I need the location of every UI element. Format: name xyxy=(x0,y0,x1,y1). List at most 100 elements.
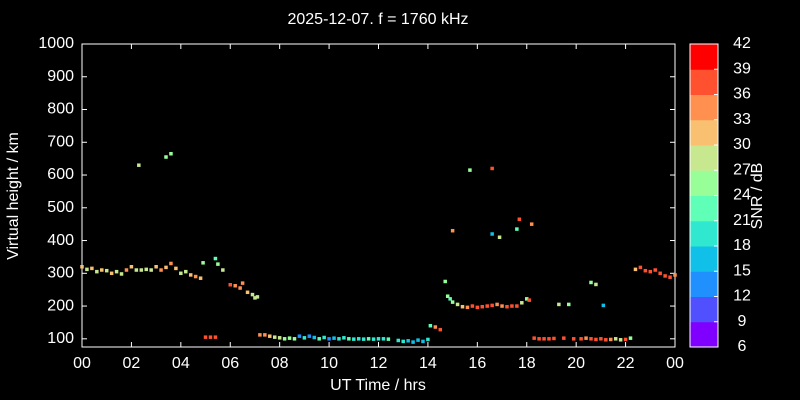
point xyxy=(287,336,292,340)
point xyxy=(85,267,89,272)
point xyxy=(406,339,410,343)
point xyxy=(594,337,598,342)
point xyxy=(515,227,519,231)
point xyxy=(129,264,134,269)
point xyxy=(495,302,499,307)
point xyxy=(443,279,447,284)
point xyxy=(673,273,677,277)
x-tick-label: 06 xyxy=(221,355,239,372)
point xyxy=(292,337,297,341)
point xyxy=(302,336,307,340)
colorbar-band xyxy=(690,271,718,297)
colorbar-tick-label: 15 xyxy=(733,262,751,279)
point xyxy=(144,267,148,272)
point xyxy=(653,268,657,272)
point xyxy=(297,334,302,338)
point xyxy=(356,337,361,341)
point xyxy=(253,296,257,300)
point xyxy=(426,337,430,342)
x-tick-label: 14 xyxy=(419,355,437,372)
point xyxy=(174,266,178,271)
point xyxy=(567,302,571,307)
point xyxy=(527,298,531,302)
y-axis-label: Virtual height / km xyxy=(5,132,22,260)
point xyxy=(213,256,218,261)
point xyxy=(510,304,514,308)
point xyxy=(604,338,608,342)
point xyxy=(124,268,129,272)
point xyxy=(104,268,109,273)
colorbar-band xyxy=(690,44,718,70)
point xyxy=(312,335,317,340)
point xyxy=(134,268,139,272)
point xyxy=(515,304,519,308)
y-tick-label: 800 xyxy=(47,101,74,118)
point xyxy=(525,297,529,301)
point xyxy=(411,340,415,344)
point xyxy=(307,334,312,338)
point xyxy=(386,337,391,341)
colorbar-band xyxy=(690,69,718,95)
point xyxy=(571,337,576,341)
point xyxy=(119,272,124,276)
point xyxy=(668,275,672,279)
point xyxy=(532,336,536,340)
point xyxy=(154,264,158,269)
colorbar-tick-label: 12 xyxy=(733,288,751,305)
point xyxy=(648,269,653,274)
point xyxy=(238,286,242,290)
point xyxy=(428,323,433,328)
point xyxy=(421,339,425,344)
point xyxy=(557,302,561,307)
point xyxy=(149,268,153,272)
point xyxy=(213,335,218,339)
point xyxy=(490,166,494,171)
point xyxy=(633,267,638,272)
point xyxy=(663,274,667,278)
point xyxy=(643,268,648,273)
point xyxy=(352,337,356,341)
x-tick-label: 22 xyxy=(617,355,635,372)
point xyxy=(263,333,267,337)
point xyxy=(233,283,237,288)
point xyxy=(198,276,203,280)
point xyxy=(203,335,208,339)
y-tick-label: 900 xyxy=(47,68,74,85)
y-tick-label: 600 xyxy=(47,166,74,183)
point xyxy=(159,268,163,272)
point xyxy=(520,301,524,305)
point xyxy=(537,337,541,341)
colorbar-tick-label: 6 xyxy=(738,338,747,355)
point xyxy=(169,151,173,156)
point xyxy=(505,304,509,309)
point xyxy=(623,337,628,342)
point xyxy=(613,337,618,341)
colorbar-band xyxy=(690,94,718,121)
point xyxy=(638,265,643,270)
x-tick-label: 08 xyxy=(271,355,289,372)
point xyxy=(216,262,220,266)
point xyxy=(193,274,198,279)
colorbar-tick-label: 24 xyxy=(733,187,751,204)
point xyxy=(361,337,366,341)
point xyxy=(277,336,282,340)
colorbar-band xyxy=(690,321,718,348)
point xyxy=(547,337,551,341)
point xyxy=(529,222,534,226)
colorbar-tick-label: 27 xyxy=(733,161,751,178)
colorbar-band xyxy=(690,296,718,323)
point xyxy=(455,302,460,307)
point xyxy=(609,337,613,342)
y-tick-label: 700 xyxy=(47,133,74,150)
point xyxy=(599,337,603,341)
point xyxy=(221,268,225,272)
point xyxy=(485,304,489,308)
colorbar-tick-label: 39 xyxy=(733,60,751,77)
colorbar-tick-label: 9 xyxy=(738,313,747,330)
point xyxy=(500,304,504,308)
point xyxy=(470,304,475,308)
point xyxy=(542,337,546,341)
point xyxy=(109,271,114,276)
colorbar-tick-label: 36 xyxy=(733,86,751,103)
